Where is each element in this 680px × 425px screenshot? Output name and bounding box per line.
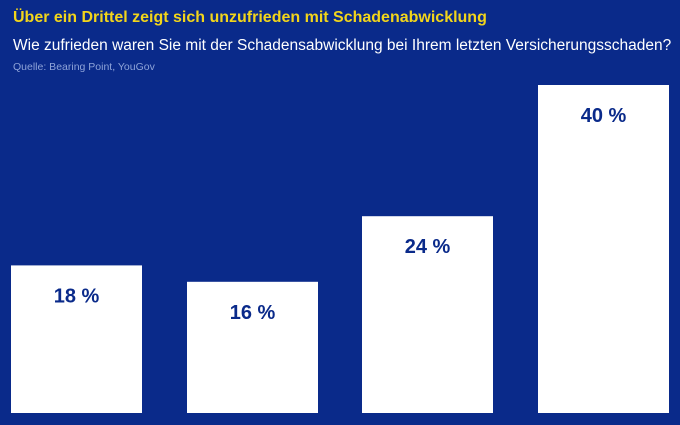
bar-label-3: 24 %	[405, 236, 451, 258]
chart-title: Über ein Drittel zeigt sich unzufrieden …	[13, 9, 487, 26]
bar-label-1: 18 %	[54, 285, 100, 307]
bar-3	[362, 216, 493, 413]
bar-label-2: 16 %	[230, 302, 276, 324]
bar-label-4: 40 %	[581, 105, 627, 127]
bar-1	[11, 265, 142, 413]
chart-subtitle: Wie zufrieden waren Sie mit der Schadens…	[13, 37, 672, 54]
bar-4	[538, 85, 669, 413]
source-note: Quelle: Bearing Point, YouGov	[13, 61, 155, 73]
bar-2	[187, 281, 318, 413]
